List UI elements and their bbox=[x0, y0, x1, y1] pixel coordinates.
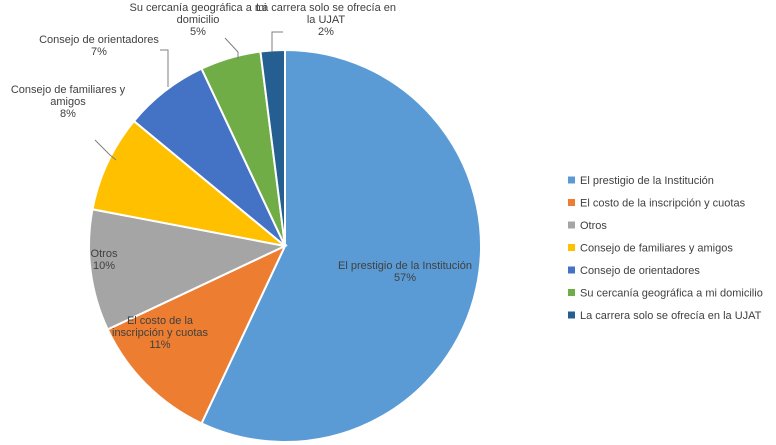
leader-line-la-carrera-solo-se-ofrecia-en-la-ujat bbox=[271, 31, 283, 52]
data-label-su-cercania-geografica-a-mi-domicilio: Su cercanía geográfica a mi domicilio 5% bbox=[130, 2, 267, 38]
legend: El prestigio de la Institución El costo d… bbox=[568, 175, 763, 322]
legend-swatch bbox=[568, 311, 575, 319]
legend-item-la-carrera-solo-se-ofrecia-en-la-ujat: La carrera solo se ofrecía en la UJAT bbox=[568, 310, 762, 322]
legend-label: El costo de la inscripción y cuotas bbox=[580, 198, 746, 210]
pie-slices bbox=[88, 48, 482, 443]
legend-swatch bbox=[568, 176, 575, 184]
data-label-el-prestigio-de-la-institucion: El prestigio de la Institución 57% bbox=[338, 260, 472, 284]
legend-swatch bbox=[568, 289, 575, 296]
legend-item-consejo-de-orientadores: Consejo de orientadores bbox=[568, 265, 700, 277]
legend-label: La carrera solo se ofrecía en la UJAT bbox=[580, 310, 762, 322]
data-label-el-costo-de-la-inscripcion-y-cuotas: El costo de la inscripción y cuotas 11% bbox=[112, 315, 208, 351]
legend-label: Su cercanía geográfica a mi domicilio bbox=[580, 288, 763, 300]
leader-lines bbox=[94, 31, 283, 161]
legend-item-el-prestigio-de-la-institucion: El prestigio de la Institución bbox=[568, 175, 714, 187]
legend-swatch bbox=[568, 199, 575, 206]
data-label-consejo-de-familiares-y-amigos: Consejo de familiares y amigos 8% bbox=[11, 84, 126, 120]
data-label-la-carrera-solo-se-ofrecia-en-la-ujat: La carrera solo se ofrecía en la UJAT 2% bbox=[256, 2, 396, 38]
leader-line-consejo-de-orientadores bbox=[160, 49, 169, 87]
legend-label: El prestigio de la Institución bbox=[580, 175, 714, 187]
legend-swatch bbox=[568, 266, 575, 274]
legend-label: Otros bbox=[580, 220, 607, 232]
legend-label: Consejo de orientadores bbox=[580, 265, 700, 277]
pie-slice-la-carrera-solo-se-ofrecia-en-la-ujat bbox=[259, 48, 286, 247]
pie-slice-el-costo-de-la-inscripcion-y-cuotas bbox=[106, 243, 288, 425]
data-label-otros: Otros 10% bbox=[91, 248, 118, 272]
legend-item-otros: Otros bbox=[568, 220, 607, 232]
legend-label: Consejo de familiares y amigos bbox=[580, 243, 733, 255]
legend-swatch bbox=[568, 244, 575, 251]
data-label-consejo-de-orientadores: Consejo de orientadores 7% bbox=[39, 34, 159, 58]
legend-item-el-costo-de-la-inscripcion-y-cuotas: El costo de la inscripción y cuotas bbox=[568, 198, 746, 210]
legend-swatch bbox=[568, 221, 575, 229]
leader-line-consejo-de-familiares-y-amigos bbox=[94, 139, 117, 161]
pie-slice-otros bbox=[88, 208, 289, 331]
data-labels: El prestigio de la Institución 57% El cost… bbox=[11, 2, 472, 351]
pie-slice-consejo-de-familiares-y-amigos bbox=[91, 119, 286, 247]
legend-item-consejo-de-familiares-y-amigos: Consejo de familiares y amigos bbox=[568, 243, 733, 255]
legend-item-su-cercania-geografica-a-mi-domicilio: Su cercanía geográfica a mi domicilio bbox=[568, 288, 763, 300]
pie-slice-el-prestigio-de-la-institucion bbox=[200, 48, 482, 443]
leader-line-su-cercania-geografica-a-mi-domicilio bbox=[224, 37, 239, 59]
